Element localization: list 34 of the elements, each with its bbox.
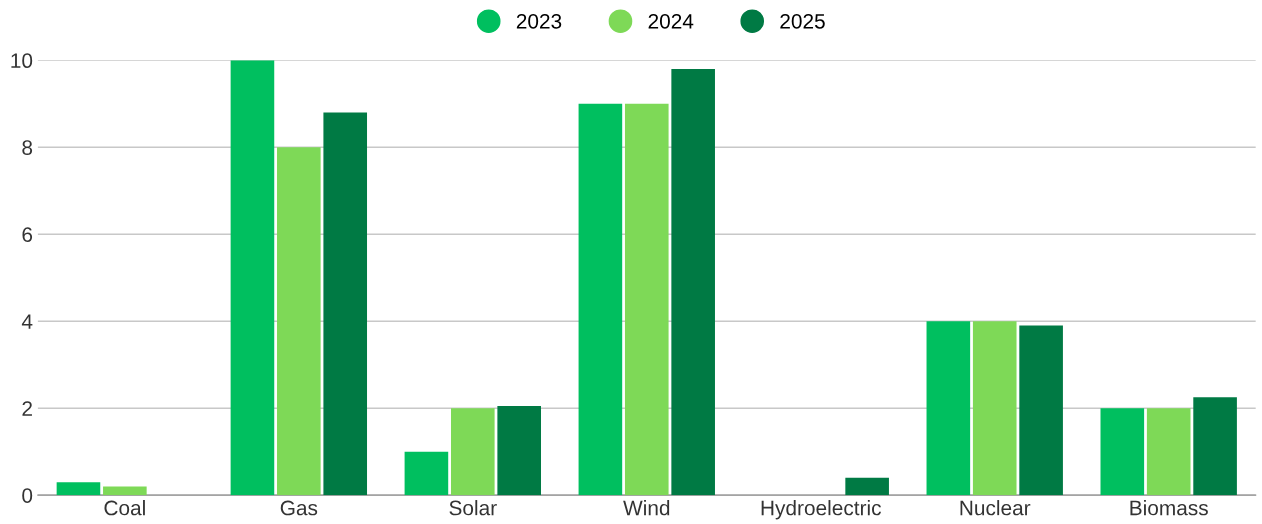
bar	[972, 321, 1017, 496]
bar	[1019, 325, 1063, 496]
x-tick-label: Biomass	[1130, 500, 1208, 516]
bar	[277, 147, 321, 496]
legend-label: 2023	[516, 13, 562, 29]
bar	[926, 321, 971, 496]
y-tick-label: 8	[22, 140, 33, 155]
y-tick-label: 10	[11, 53, 33, 69]
bar	[450, 408, 495, 496]
bar	[624, 103, 669, 496]
y-tick-label: 4	[21, 314, 33, 329]
x-tick-label: Wind	[623, 500, 670, 516]
bar	[1193, 397, 1237, 496]
bar	[845, 477, 889, 496]
y-tick-label: 2	[22, 401, 32, 416]
x-tick-label: Nuclear	[960, 500, 1031, 516]
bar	[1146, 408, 1191, 496]
bar	[497, 406, 541, 496]
bar	[323, 112, 368, 496]
bar	[578, 103, 623, 496]
y-tick-label: 6	[22, 227, 33, 242]
legend-label: 2025	[780, 13, 825, 29]
bar	[1100, 408, 1145, 496]
x-tick-label: Gas	[280, 500, 318, 516]
x-tick-label: Coal	[104, 500, 145, 516]
y-tick-label: 0	[22, 488, 33, 503]
bar	[404, 451, 449, 496]
bar	[56, 482, 101, 496]
bar	[103, 486, 147, 496]
x-tick-label: Solar	[449, 500, 497, 516]
legend-label: 2024	[648, 13, 694, 29]
bar	[671, 68, 715, 496]
x-tick-label: Hydroelectric	[761, 500, 881, 520]
bar	[230, 60, 275, 496]
